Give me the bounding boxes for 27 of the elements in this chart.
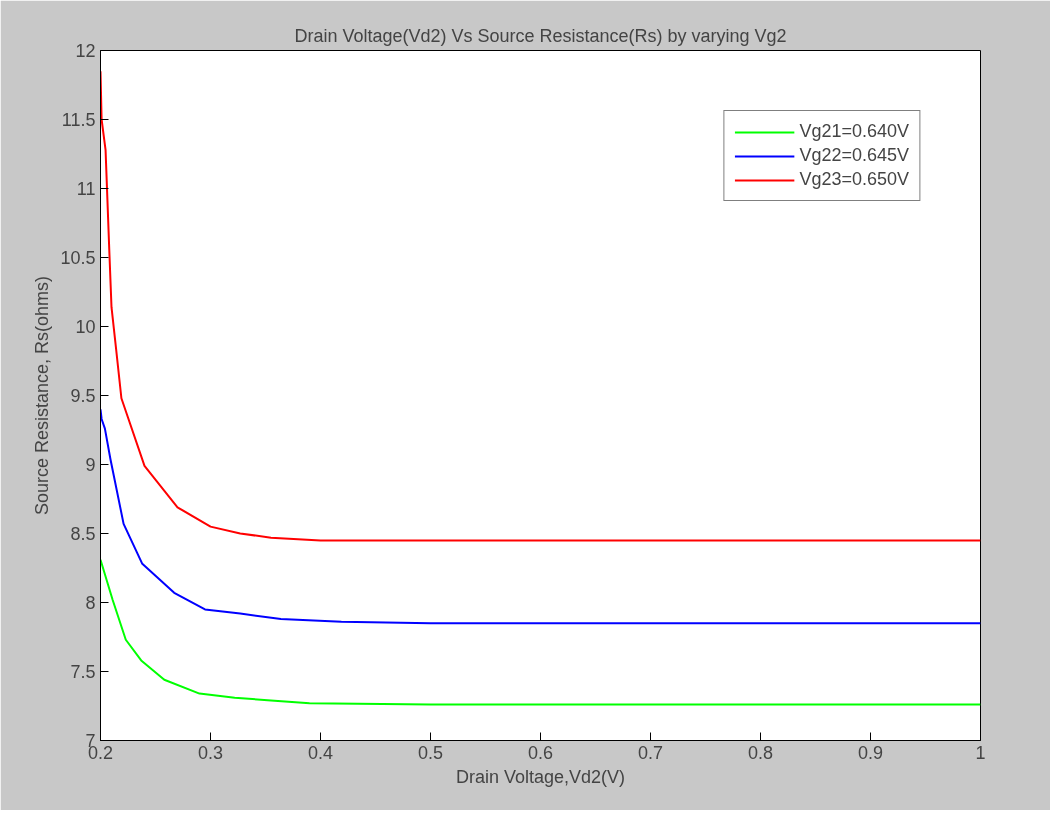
y-tick-label: 11.5 (61, 110, 96, 130)
line-series (100, 558, 981, 706)
legend-label: Vg21=0.640V (799, 121, 909, 142)
x-tick-label: 0.7 (637, 742, 664, 763)
x-axis-title: Drain Voltage,Vd2(V) (455, 766, 626, 787)
line-series (100, 70, 981, 542)
line-series (100, 408, 981, 625)
y-tick-label: 12 (75, 41, 96, 61)
x-tick-label: 0.4 (307, 742, 334, 763)
y-tick-label: 10.5 (60, 248, 96, 268)
y-tick-label: 9.5 (70, 386, 96, 406)
y-tick-label: 10 (75, 317, 96, 337)
x-tick-label: 0.5 (417, 742, 444, 763)
y-tick-label: 8.5 (70, 524, 96, 544)
x-tick-label: 0.9 (857, 742, 884, 763)
y-tick-label: 8 (85, 593, 96, 613)
chart-title: Drain Voltage(Vd2) Vs Source Resistance(Rs) by varying Vg2 (294, 25, 787, 46)
y-tick-label: 7.5 (70, 662, 96, 682)
legend-label: Vg23=0.650V (799, 169, 909, 190)
x-tick-label: 0.8 (747, 742, 774, 763)
x-tick-label: 0.3 (197, 742, 224, 763)
x-tick-label: 0.6 (527, 742, 554, 763)
y-axis-title: Source Resistance, Rs(ohms) (32, 275, 53, 516)
legend-label: Vg22=0.645V (799, 145, 909, 166)
y-tick-label: 11 (76, 179, 96, 199)
y-tick-label: 9 (85, 455, 96, 475)
x-tick-label: 1 (975, 742, 986, 763)
